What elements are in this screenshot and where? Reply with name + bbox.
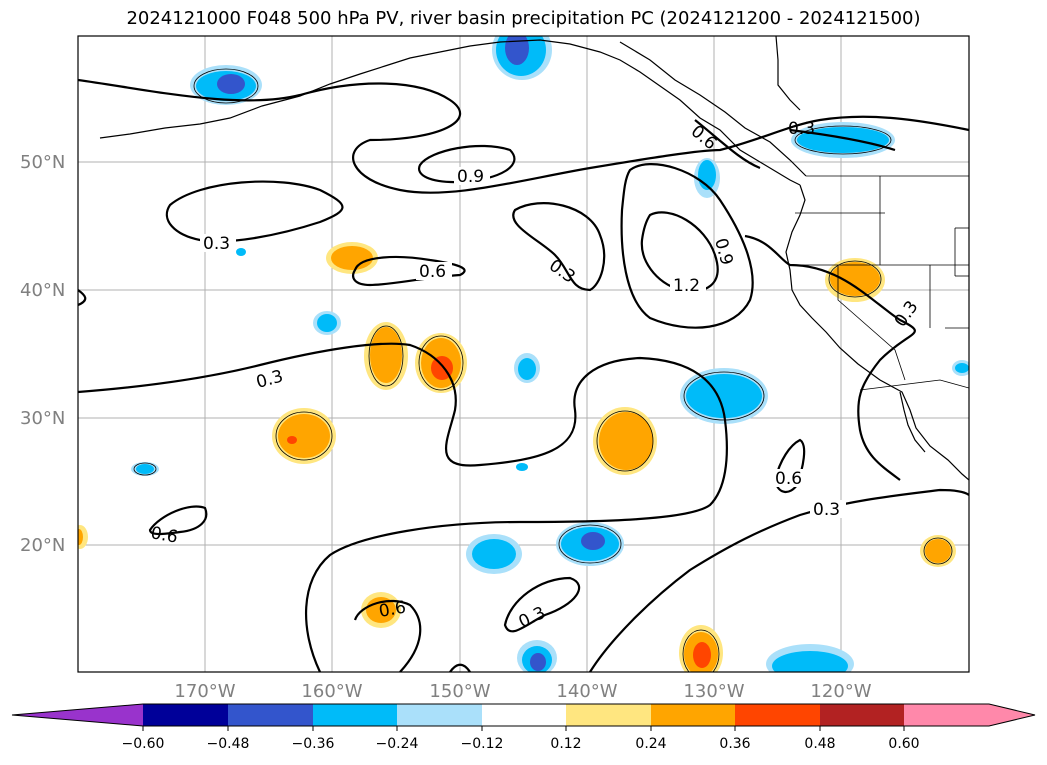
lon-label: 170°W	[174, 681, 235, 702]
positive-anomaly-blob	[78, 525, 88, 549]
colorbar-swatch	[735, 704, 820, 726]
map-frame	[77, 35, 970, 673]
negative-anomaly-blob	[514, 353, 540, 383]
contour-label: 0.3	[203, 234, 230, 254]
pv-contour-0.6-mid	[352, 255, 466, 287]
precip-fill	[78, 36, 969, 672]
negative-anomaly-blob	[680, 368, 768, 424]
contour-label: 0.3	[788, 119, 815, 139]
negative-anomaly-blob	[952, 360, 969, 376]
blob-outlines	[133, 68, 953, 672]
colorbar-swatch	[482, 704, 566, 726]
colorbar-tick-label: −0.36	[292, 736, 335, 752]
negative-anomaly-blob	[236, 248, 246, 256]
colorbar-tick-label: 0.36	[719, 736, 750, 752]
colorbar-tick-label: −0.12	[461, 736, 504, 752]
contour-label: 0.6	[377, 598, 407, 622]
pv-contour-0.3-south	[589, 488, 969, 672]
contour-label: 1.2	[673, 276, 700, 296]
pv-contour-0.6-se	[773, 438, 806, 493]
longitude-labels: 170°W 160°W 150°W 140°W 130°W 120°W	[174, 681, 871, 702]
positive-anomaly-blob	[825, 258, 885, 302]
pv-contour-0.3-low	[503, 576, 581, 633]
lon-label: 140°W	[556, 681, 617, 702]
positive-anomaly-blob	[326, 242, 378, 274]
coastlines	[99, 36, 969, 481]
colorbar-tick-label: −0.48	[207, 736, 250, 752]
negative-anomaly-blob	[516, 463, 528, 471]
negative-anomaly-blob	[556, 522, 624, 566]
pv-contour-0.3-meander	[512, 202, 606, 292]
colorbar-tick-label: −0.24	[376, 736, 419, 752]
borders	[790, 175, 969, 391]
lat-label: 50°N	[20, 152, 65, 173]
pv-contour-0.3-sw	[148, 505, 208, 536]
lat-label: 30°N	[20, 408, 65, 429]
colorbar-extend-high	[989, 704, 1035, 726]
positive-anomaly-blob	[920, 535, 956, 567]
negative-anomaly-blob	[517, 640, 557, 672]
map-title: 2024121000 F048 500 hPa PV, river basin …	[126, 8, 921, 29]
positive-anomaly-blob	[679, 625, 723, 672]
contour-label: 0.6	[419, 262, 446, 282]
contour-label: 0.9	[457, 167, 484, 187]
colorbar-swatch	[820, 704, 904, 726]
contour-label: 0.3	[813, 500, 840, 520]
colorbar-tick-label: −0.60	[122, 736, 165, 752]
colorbar-swatch	[397, 704, 482, 726]
colorbar-tick-label: 0.12	[550, 736, 581, 752]
pv-contour-west-edge	[78, 289, 87, 307]
negative-anomaly-blob	[492, 36, 552, 80]
colorbar-swatch	[566, 704, 651, 726]
lon-label: 150°W	[429, 681, 490, 702]
colorbar-swatch	[313, 704, 397, 726]
positive-anomaly-blob	[593, 407, 657, 475]
pv-contour-0.9	[417, 144, 516, 184]
colorbar: −0.60 −0.48 −0.36 −0.24 −0.12 0.12 0.24 …	[11, 703, 1036, 752]
colorbar-tick-label: 0.60	[888, 736, 919, 752]
lat-label: 40°N	[20, 280, 65, 301]
lon-label: 160°W	[301, 681, 362, 702]
pv-contour-0.9-east	[620, 163, 754, 329]
colorbar-swatch	[651, 704, 735, 726]
pv-contour-0.6-pnw	[694, 119, 761, 170]
colorbar-tick-label: 0.24	[635, 736, 666, 752]
colorbar-swatch	[228, 704, 313, 726]
pv-contour-0.3-north	[78, 78, 969, 194]
colorbar-swatch	[904, 704, 989, 726]
lon-label: 130°W	[683, 681, 744, 702]
colorbar-extend-low	[12, 704, 143, 726]
colorbar-tick-label: 0.48	[804, 736, 835, 752]
latitude-labels: 50°N 40°N 30°N 20°N	[20, 152, 65, 556]
negative-anomaly-blob	[766, 644, 854, 672]
pv-contours	[78, 78, 969, 672]
lon-label: 120°W	[810, 681, 871, 702]
pv-contour-0.3-bottom	[449, 663, 471, 672]
colorbar-swatch	[143, 704, 228, 726]
lat-label: 20°N	[20, 535, 65, 556]
pv-contour-0.3-east	[744, 234, 916, 481]
contour-label: 0.6	[149, 523, 179, 547]
negative-anomaly-blob	[466, 534, 522, 574]
negative-anomaly-blob	[313, 311, 341, 335]
negative-anomaly-blob	[131, 462, 159, 476]
pv-contour-0.3-ne	[789, 128, 896, 152]
pv-contour-0.3-west	[165, 180, 344, 243]
pv-contour-0.3-central	[78, 342, 728, 672]
positive-anomaly-blob	[364, 322, 408, 390]
positive-anomaly-blob	[272, 408, 336, 464]
pv-contour-0.6-south	[353, 600, 422, 672]
contour-label: 0.6	[775, 469, 802, 489]
negative-anomaly-blob	[190, 65, 262, 105]
